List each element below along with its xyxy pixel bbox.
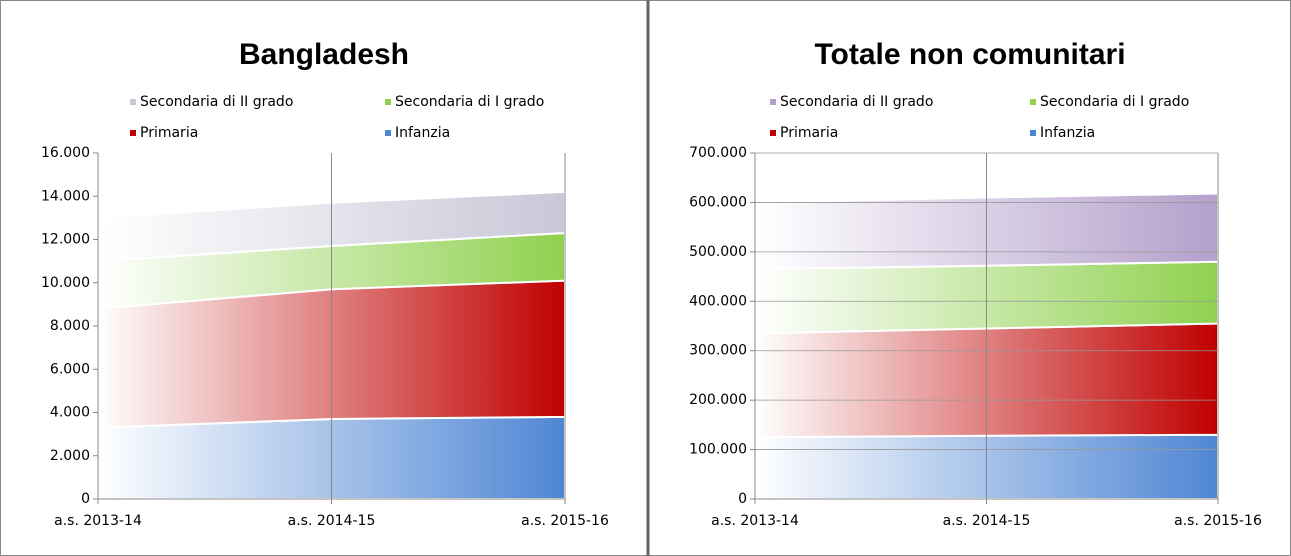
legend-label: Infanzia — [395, 125, 450, 141]
x-tick-label: a.s. 2014-15 — [943, 513, 1031, 529]
y-tick-label: 14.000 — [41, 188, 90, 204]
legend-label: Secondaria di I grado — [1040, 94, 1189, 110]
legend-label: Primaria — [780, 125, 838, 141]
legend-swatch — [770, 130, 776, 136]
y-tick-label: 200.000 — [689, 392, 747, 408]
legend-swatch — [1030, 130, 1036, 136]
y-tick-label: 300.000 — [689, 343, 747, 359]
legend-swatch — [130, 99, 136, 105]
y-tick-label: 8.000 — [50, 318, 90, 334]
y-tick-label: 0 — [81, 491, 90, 507]
legend-label: Secondaria di II grado — [780, 94, 933, 110]
x-tick-label: a.s. 2015-16 — [521, 513, 609, 529]
x-tick-label: a.s. 2013-14 — [54, 513, 142, 529]
legend-swatch — [130, 130, 136, 136]
x-tick-label: a.s. 2015-16 — [1174, 513, 1262, 529]
chart-title: Totale non comunitari — [814, 38, 1125, 71]
legend-label: Secondaria di II grado — [140, 94, 293, 110]
y-tick-label: 16.000 — [41, 145, 90, 161]
y-tick-label: 6.000 — [50, 361, 90, 377]
y-tick-label: 500.000 — [689, 244, 747, 260]
x-tick-label: a.s. 2014-15 — [288, 513, 376, 529]
legend-label: Infanzia — [1040, 125, 1095, 141]
legend-swatch — [385, 130, 391, 136]
y-tick-label: 400.000 — [689, 293, 747, 309]
y-tick-label: 0 — [738, 491, 747, 507]
y-tick-label: 2.000 — [50, 448, 90, 464]
legend-swatch — [385, 99, 391, 105]
legend-label: Secondaria di I grado — [395, 94, 544, 110]
legend-label: Primaria — [140, 125, 198, 141]
y-tick-label: 12.000 — [41, 232, 90, 248]
y-tick-label: 600.000 — [689, 194, 747, 210]
y-tick-label: 100.000 — [689, 442, 747, 458]
y-tick-label: 4.000 — [50, 405, 90, 421]
x-tick-label: a.s. 2013-14 — [711, 513, 799, 529]
legend-swatch — [1030, 99, 1036, 105]
legend-swatch — [770, 99, 776, 105]
chart-title: Bangladesh — [239, 38, 409, 71]
y-tick-label: 10.000 — [41, 275, 90, 291]
y-tick-label: 700.000 — [689, 145, 747, 161]
